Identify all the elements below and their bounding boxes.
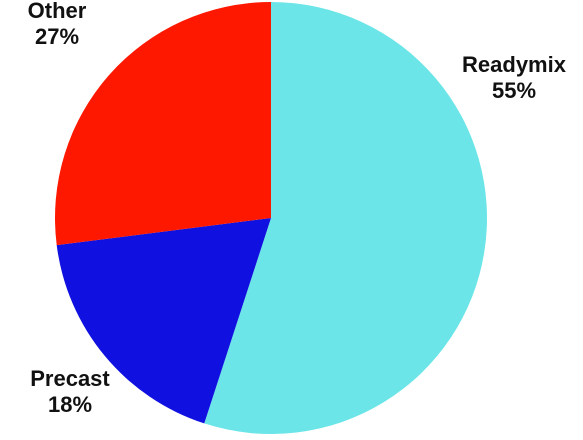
pie-slice-precast (56, 218, 272, 424)
pie-slice-readymix (204, 2, 487, 434)
slice-value-readymix: 55% (492, 78, 536, 103)
slice-value-other: 27% (35, 24, 79, 49)
slice-label-other: Other (28, 0, 87, 23)
slice-label-readymix: Readymix (462, 52, 567, 77)
slice-value-precast: 18% (48, 392, 92, 417)
pie-slices (54, 2, 487, 434)
slice-label-precast: Precast (30, 366, 110, 391)
pie-slice-other (54, 2, 271, 246)
